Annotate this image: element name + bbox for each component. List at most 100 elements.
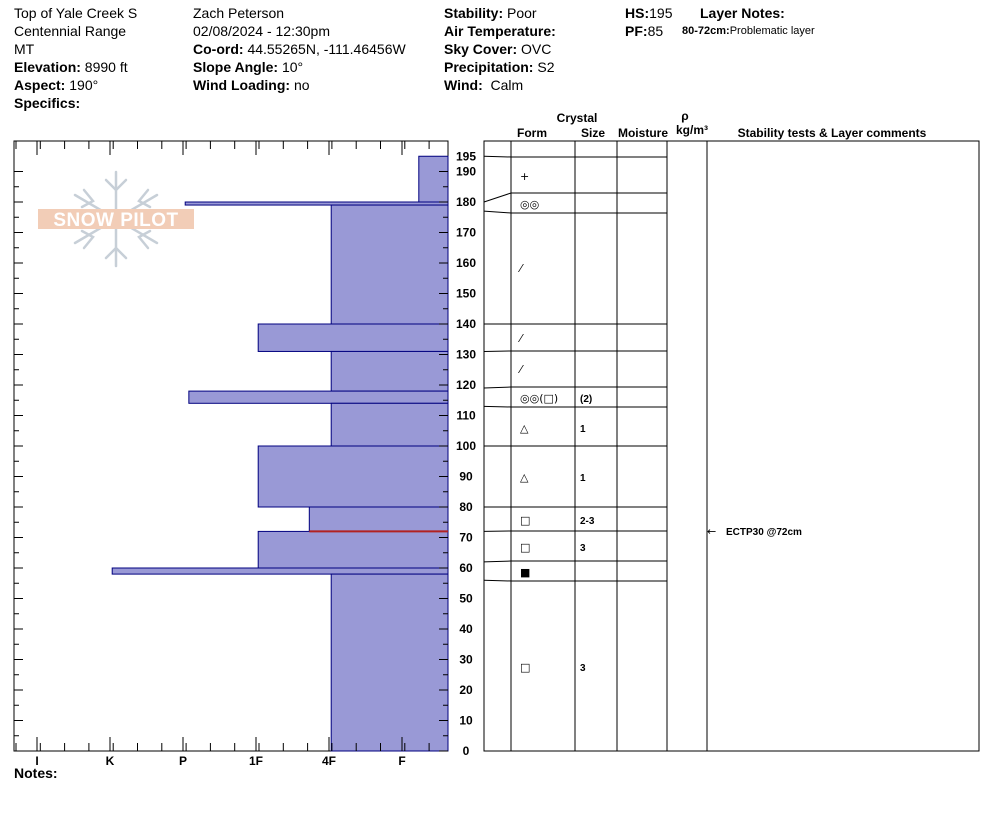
wind-value: Calm [490,77,524,93]
elevation-label: Elevation: [14,59,81,75]
crystal-forms: + ◎◎ ⁄ ⁄ ⁄ ◎◎(□) (2) △ 1 △ 1 □ 2-3 □ 3 ■ □ 3 [517,170,595,674]
hardness-layer-2 [184,201,449,206]
layer-notes-title: Layer Notes: [700,4,785,22]
notes-label: Notes: [14,765,58,781]
hardness-tick-label: 1F [249,754,263,768]
hardness-tick-label: I [35,754,38,768]
hardness-layer-6 [188,390,449,404]
elevation-value: 8990 ft [84,59,128,75]
layer-connector [483,155,512,158]
height-tick-label: 180 [456,195,476,209]
aspect-row: Aspect: 190° [14,76,137,94]
range-name: Centennial Range [14,23,127,39]
wind-row: Wind: Calm [444,76,556,94]
moisture-header: Moisture [618,126,668,140]
wind-loading-value: no [293,77,310,93]
hs-value: 195 [649,5,673,21]
crystal-form-10: □ [520,541,530,554]
density-unit-header: kg/m³ [676,123,708,137]
layer-boundaries [483,155,667,582]
height-tick-label: 70 [459,531,473,545]
hardness-layer-4 [257,323,449,352]
hs-label: HS: [625,5,650,21]
height-tick-label: 80 [459,500,473,514]
layer-connector [483,560,512,563]
height-tick-label: 60 [459,561,473,575]
hardness-layer-11 [111,567,449,575]
crystal-form-1: + [520,170,529,183]
layer-connector [483,579,512,582]
crystal-size-6: (2) [580,394,592,405]
header-col-3: Stability: Poor Air Temperature: Sky Cov… [444,4,556,94]
crystal-form-6: ◎◎(□) [520,392,558,405]
crystal-form-11: ■ [520,566,530,579]
snowpilot-logo: SNOW PILOT [38,170,194,268]
header-col-1: Top of Yale Creek S Centennial Range MT … [14,4,137,112]
crystal-size-12: 3 [580,663,586,674]
hardness-tick-label: P [179,754,187,768]
aspect-label: Aspect: [14,77,66,93]
crystal-form-5: ⁄ [517,363,524,376]
stability-row: Stability: Poor [444,4,556,22]
layer-connector [483,386,512,389]
wind-loading-row: Wind Loading: no [193,76,406,94]
height-tick-label: 20 [459,683,473,697]
crystal-size-10: 3 [580,543,586,554]
height-tick-label: 50 [459,592,473,606]
layer-note-range: 80-72cm: [682,25,730,37]
hardness-profile [111,155,449,752]
hardness-layer-1 [418,155,449,203]
coord-label: Co-ord: [193,41,244,57]
height-tick-label: 195 [456,149,476,163]
size-header: Size [581,126,605,140]
snow-profile-chart: SNOW PILOT I K P 1F 4F F 0 10 20 30 40 50 60 70 80 90 1… [13,109,980,768]
logo-text: SNOW PILOT [53,210,178,231]
crystal-header: Crystal [557,111,598,125]
sky-value: OVC [521,41,552,57]
crystal-form-4: ⁄ [517,332,524,345]
air-temp-row: Air Temperature: [444,22,556,40]
layer-connector [483,192,512,203]
pf-label: PF: [625,23,648,39]
hardness-layer-7 [330,402,449,447]
height-tick-label: 0 [463,744,470,758]
height-axis: 0 10 20 30 40 50 60 70 80 90 100 110 120 130 140 150 160… [14,149,476,758]
crystal-form-7: △ [520,422,529,435]
stability-value: Poor [507,5,537,21]
hardness-tick-label: F [398,754,405,768]
hardness-axis: I K P 1F 4F F [15,141,430,768]
precip-row: Precipitation: S2 [444,58,556,76]
layer-connector [483,210,512,214]
crystal-form-2: ◎◎ [520,198,539,211]
hardness-layer-10 [257,530,449,569]
coord-row: Co-ord: 44.55265N, -111.46456W [193,40,406,58]
observer-name: Zach Peterson [193,5,285,21]
hardness-tick-label: 4F [322,754,336,768]
wind-loading-label: Wind Loading: [193,77,291,93]
state-name: MT [14,41,35,57]
aspect-value: 190° [69,77,99,93]
height-tick-label: 100 [456,439,476,453]
height-tick-label: 190 [456,165,476,179]
hardness-layer-12 [330,573,449,752]
layer-connector [483,405,512,408]
crystal-size-8: 1 [580,473,586,484]
height-tick-label: 30 [459,653,473,667]
precip-value: S2 [537,59,555,75]
stability-label: Stability: [444,5,504,21]
precip-label: Precipitation: [444,59,534,75]
sky-row: Sky Cover: OVC [444,40,556,58]
hardness-layer-5 [330,350,449,392]
specifics-row: Specifics: [14,94,137,112]
crystal-form-12: □ [520,661,530,674]
stability-test-label-1: ECTP30 @72cm [726,527,802,538]
logo-banner [38,209,194,229]
coord-value: 44.55265N, -111.46456W [247,41,406,57]
height-tick-label: 120 [456,378,476,392]
specifics-label: Specifics: [14,95,81,111]
stability-comments-header: Stability tests & Layer comments [738,126,927,140]
pf-row: PF:85 [625,22,672,40]
stability-tests: ← ECTP30 @72cm [707,525,802,538]
elevation-row: Elevation: 8990 ft [14,58,137,76]
sky-label: Sky Cover: [444,41,518,57]
